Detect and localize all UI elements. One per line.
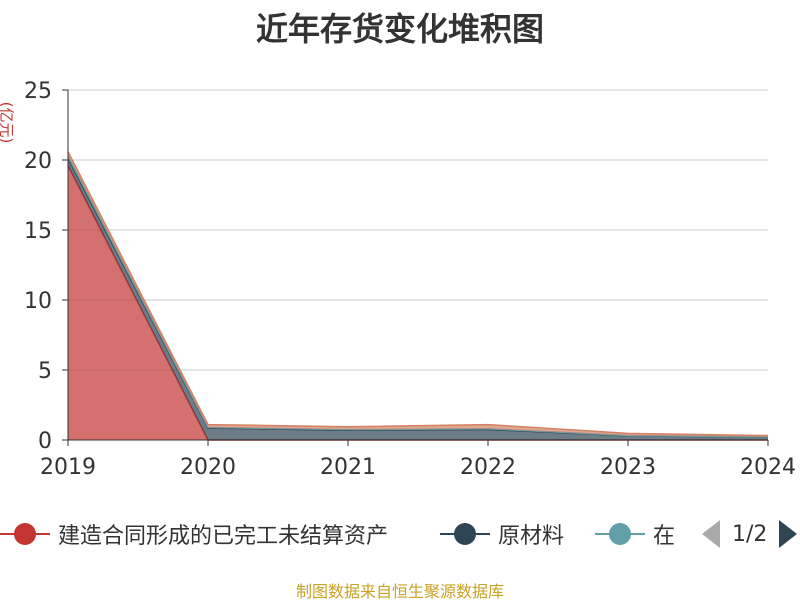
legend-page-indicator: 1/2 <box>732 521 768 547</box>
y-tick-label: 5 <box>38 359 52 384</box>
area-chart: 0 5 10 15 20 25 2019 2020 2021 2022 2023 2024 <box>24 79 796 480</box>
legend-item[interactable]: 建造合同形成的已完工未结算资产 <box>0 514 388 554</box>
legend-marker-icon <box>595 514 645 554</box>
chart-title: 近年存货变化堆积图 <box>255 10 544 48</box>
y-tick-label: 0 <box>38 429 52 454</box>
y-tick-label: 15 <box>24 219 52 244</box>
x-tick-label: 2021 <box>320 455 376 480</box>
x-tick-label: 2023 <box>600 455 656 480</box>
legend-pager: 1/2 <box>702 514 798 554</box>
legend-marker-icon <box>0 514 50 554</box>
y-tick-label: 10 <box>24 289 52 314</box>
x-tick-label: 2024 <box>740 455 796 480</box>
area-series-0 <box>68 165 768 440</box>
x-tick-label: 2019 <box>40 455 96 480</box>
legend-prev-icon[interactable] <box>702 520 720 548</box>
legend-label: 在 <box>653 524 676 549</box>
y-tick-label: 25 <box>24 79 52 104</box>
legend-item[interactable]: 在 <box>595 514 675 554</box>
legend-label: 建造合同形成的已完工未结算资产 <box>58 524 389 549</box>
legend-items: 建造合同形成的已完工未结算资产 原材料 在 <box>0 514 700 554</box>
y-tick-label: 20 <box>24 149 52 174</box>
line-series-3 <box>67 151 769 437</box>
legend-item[interactable]: 原材料 <box>440 514 564 554</box>
data-source-note: 制图数据来自恒生聚源数据库 <box>295 582 504 601</box>
legend: 建造合同形成的已完工未结算资产 原材料 在 <box>0 514 800 554</box>
legend-marker-icon <box>440 514 490 554</box>
legend-next-icon[interactable] <box>779 520 798 548</box>
legend-label: 原材料 <box>498 524 565 549</box>
x-tick-label: 2022 <box>460 455 516 480</box>
x-tick-label: 2020 <box>180 455 236 480</box>
